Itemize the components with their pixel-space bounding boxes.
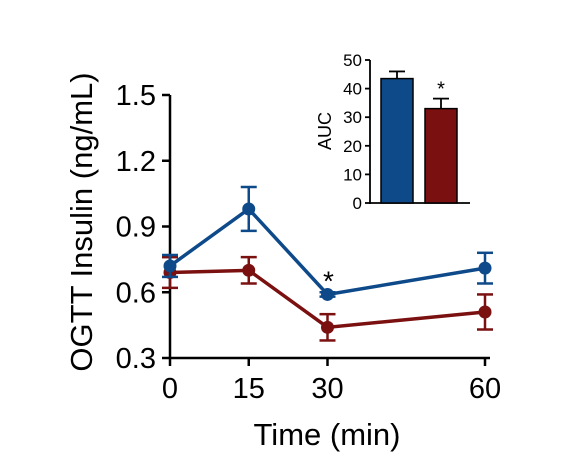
inset-y-tick-label: 20 (343, 137, 362, 156)
x-tick-label: 0 (162, 373, 178, 405)
data-point (321, 320, 334, 334)
y-tick-label: 0.9 (116, 212, 156, 244)
inset-y-axis-title: AUC (315, 112, 335, 150)
inset-y-tick-label: 50 (343, 51, 362, 70)
data-point (242, 202, 256, 216)
x-tick-label: 30 (311, 373, 343, 405)
data-point (242, 263, 256, 277)
x-tick-label: 15 (233, 373, 265, 405)
inset-y-tick-label: 0 (353, 194, 362, 213)
inset-y-tick-label: 40 (343, 80, 362, 99)
main-line-chart: 0.3 0.6 0.9 1.2 1.5 0 15 30 60 Time (min) OGTT Ins… (64, 72, 501, 452)
x-axis-title: Time (min) (254, 417, 401, 452)
data-point (321, 287, 334, 301)
data-point (478, 305, 492, 319)
inset-bar (380, 77, 414, 204)
inset-y-tick-label: 30 (343, 108, 362, 127)
data-point (163, 259, 177, 273)
inset-y-tick-label: 10 (343, 165, 362, 184)
y-axis-title: OGTT Insulin (ng/mL) (64, 72, 99, 371)
y-tick-label: 0.3 (116, 343, 156, 375)
series-1-line (168, 206, 486, 297)
series-2-line (169, 268, 486, 330)
y-tick-label: 0.6 (116, 277, 156, 309)
y-tick-label: 1.5 (116, 80, 156, 112)
data-point (478, 261, 492, 275)
series-1 (162, 185, 493, 301)
x-tick-label: 60 (469, 373, 501, 405)
significance-marker: * (323, 265, 334, 296)
y-tick-label: 1.2 (116, 146, 156, 178)
inset-bar (424, 107, 458, 204)
inset-significance-marker: * (437, 79, 445, 101)
inset-bar-chart: 0 10 20 30 40 50 AUC * (315, 51, 470, 213)
